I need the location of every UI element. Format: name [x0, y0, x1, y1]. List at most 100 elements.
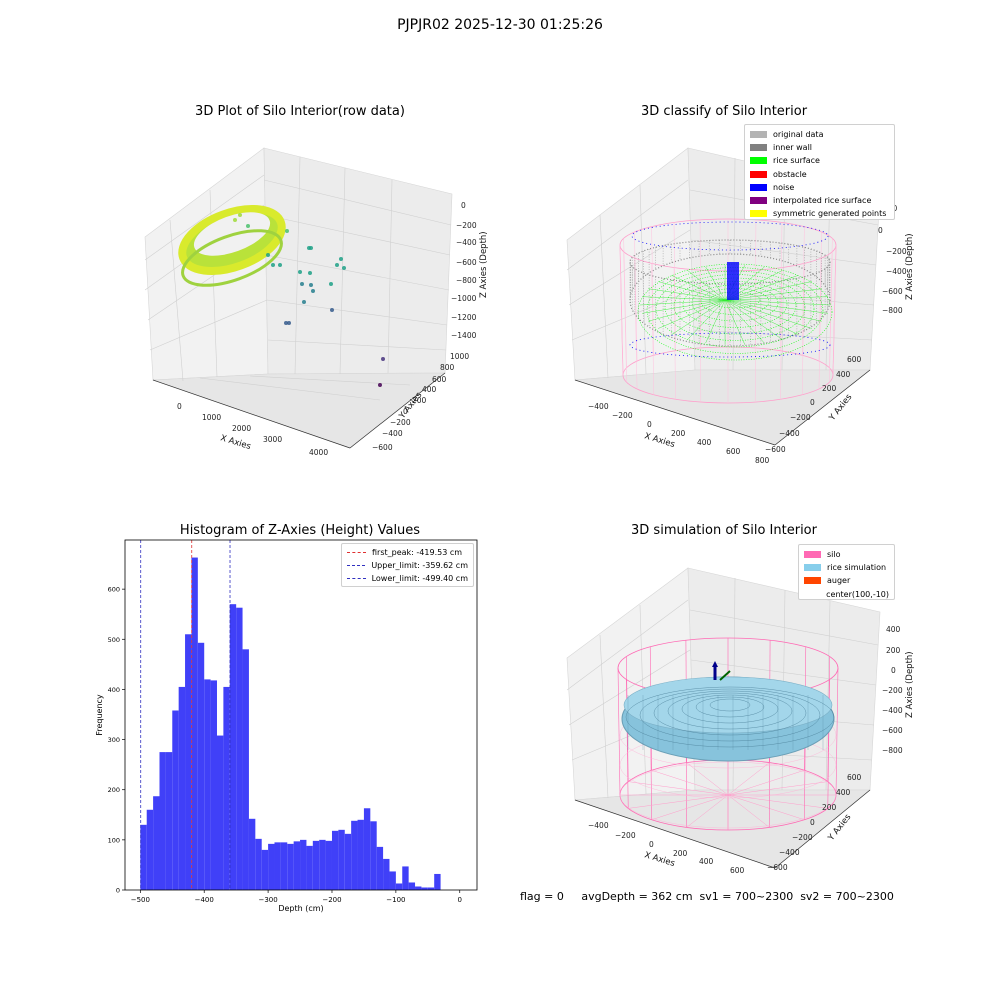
p1-ztick: −800 [456, 276, 477, 285]
p1-xlabel: X Axies [219, 433, 252, 452]
histogram-bar [312, 840, 320, 890]
histogram-bar [159, 752, 166, 890]
scatter-point [309, 246, 313, 250]
histogram-bar [389, 871, 396, 890]
histogram-bar [402, 866, 409, 890]
histogram-bar [261, 849, 269, 890]
p1-ytick: 800 [440, 363, 455, 372]
y-tick-label: 300 [108, 736, 120, 744]
p4-zlabel: Z Axies (Depth) [905, 651, 915, 718]
panel4-legend: silo rice simulation auger center(100,-1… [798, 544, 895, 600]
p1-ztick: −400 [456, 238, 477, 247]
p2-ztick: −600 [882, 287, 903, 296]
legend-label: inner wall [773, 143, 813, 153]
legend-item: inner wall [750, 141, 889, 154]
histogram-bar [178, 686, 186, 890]
legend-label: noise [773, 182, 795, 192]
y-tick-label: 500 [108, 636, 120, 644]
p2-ytick: 200 [822, 384, 837, 393]
histogram-bar [197, 642, 205, 890]
p4-ytick: −600 [767, 863, 788, 872]
legend-item: rice simulation [804, 561, 889, 574]
p4-xtick: 600 [730, 866, 745, 875]
p1-zlabel: Z Axies (Depth) [479, 231, 489, 298]
scatter-point [284, 321, 288, 325]
p2-xtick: 0 [647, 420, 652, 429]
legend-label: center(100,-10) [826, 589, 889, 599]
scatter-point [285, 229, 289, 233]
p4-xtick: 0 [649, 840, 654, 849]
x-tick-label: −300 [258, 896, 277, 904]
panel2-title: 3D classify of Silo Interior [640, 104, 808, 119]
legend-swatch [750, 197, 767, 205]
p1-xtick: 4000 [309, 448, 328, 457]
histogram-xlabel: Depth (cm) [278, 904, 323, 913]
figure-title: PJPJR02 2025-12-30 01:25:26 [397, 17, 603, 33]
p4-xtick: 400 [699, 857, 714, 866]
panel1-3d-plot: 0 1000 2000 3000 4000 1000 800 600 400 2… [144, 147, 489, 457]
scatter-point [330, 308, 334, 312]
p2-ztick: −400 [886, 267, 907, 276]
p2-ztick: −800 [882, 306, 903, 315]
p1-xtick: 1000 [202, 413, 221, 422]
histogram-chart: −500 −400 −300 −200 −100 0 0 100 200 300 400 500 60… [95, 539, 478, 913]
histogram-bar [236, 607, 243, 890]
histogram-bar [434, 873, 441, 890]
histogram-bar [146, 809, 154, 890]
histogram-bar [223, 686, 230, 890]
scatter-point [342, 266, 346, 270]
scatter-point [238, 213, 242, 217]
legend-item: interpolated rice surface [750, 194, 889, 207]
reference-lines [140, 540, 231, 890]
p2-ytick: −200 [790, 413, 811, 422]
histogram-bar [344, 833, 352, 890]
histogram-bar [408, 882, 416, 890]
legend-line [347, 565, 366, 567]
p4-ytick: −400 [779, 848, 800, 857]
legend-label: Lower_limit: -499.40 cm [371, 574, 468, 584]
histogram-bar [172, 710, 179, 890]
histogram-bar [427, 887, 435, 890]
p1-xtick: 0 [177, 402, 182, 411]
legend-swatch [804, 577, 821, 585]
histogram-bar [293, 841, 301, 890]
p1-xtick: 2000 [232, 424, 251, 433]
scatter-point [311, 289, 315, 293]
p1-ytick: 1000 [450, 352, 469, 361]
panel1-title: 3D Plot of Silo Interior(row data) [195, 104, 405, 119]
p4-ztick: 400 [886, 625, 901, 634]
p4-xtick: 200 [673, 849, 688, 858]
x-tick-label: −400 [195, 896, 214, 904]
legend-label: Upper_limit: -359.62 cm [371, 561, 468, 571]
legend-label: rice simulation [827, 563, 887, 573]
histogram-bar [415, 886, 422, 890]
scatter-point [335, 263, 339, 267]
histogram-bar [140, 824, 147, 890]
histogram-bar [268, 843, 275, 890]
histogram-bar [370, 821, 377, 890]
histogram-bar [383, 858, 390, 890]
p4-ytick: 600 [847, 773, 862, 782]
p1-ztick: −600 [456, 258, 477, 267]
histogram-bar [242, 649, 249, 890]
legend-swatch [750, 157, 767, 165]
x-tick-label: −100 [386, 896, 405, 904]
p2-zlabel: Z Axies (Depth) [905, 233, 915, 300]
histogram-bar [306, 845, 313, 890]
legend-line [347, 552, 366, 554]
scatter-point [339, 257, 343, 261]
p2-ytick: −600 [765, 445, 786, 454]
legend-label: rice surface [773, 156, 820, 166]
histogram-bar [331, 830, 339, 890]
p1-xtick: 3000 [263, 435, 282, 444]
p2-xtick: 400 [697, 438, 712, 447]
p2-xtick: −200 [612, 411, 633, 420]
p2-ztick: −200 [886, 247, 907, 256]
histogram-bar [376, 846, 384, 890]
histogram-bar [338, 829, 345, 890]
legend-line [347, 578, 366, 580]
panel4-title: 3D simulation of Silo Interior [631, 523, 817, 538]
p4-ytick: 400 [836, 788, 851, 797]
scatter-point [329, 282, 333, 286]
legend-swatch [804, 591, 820, 598]
